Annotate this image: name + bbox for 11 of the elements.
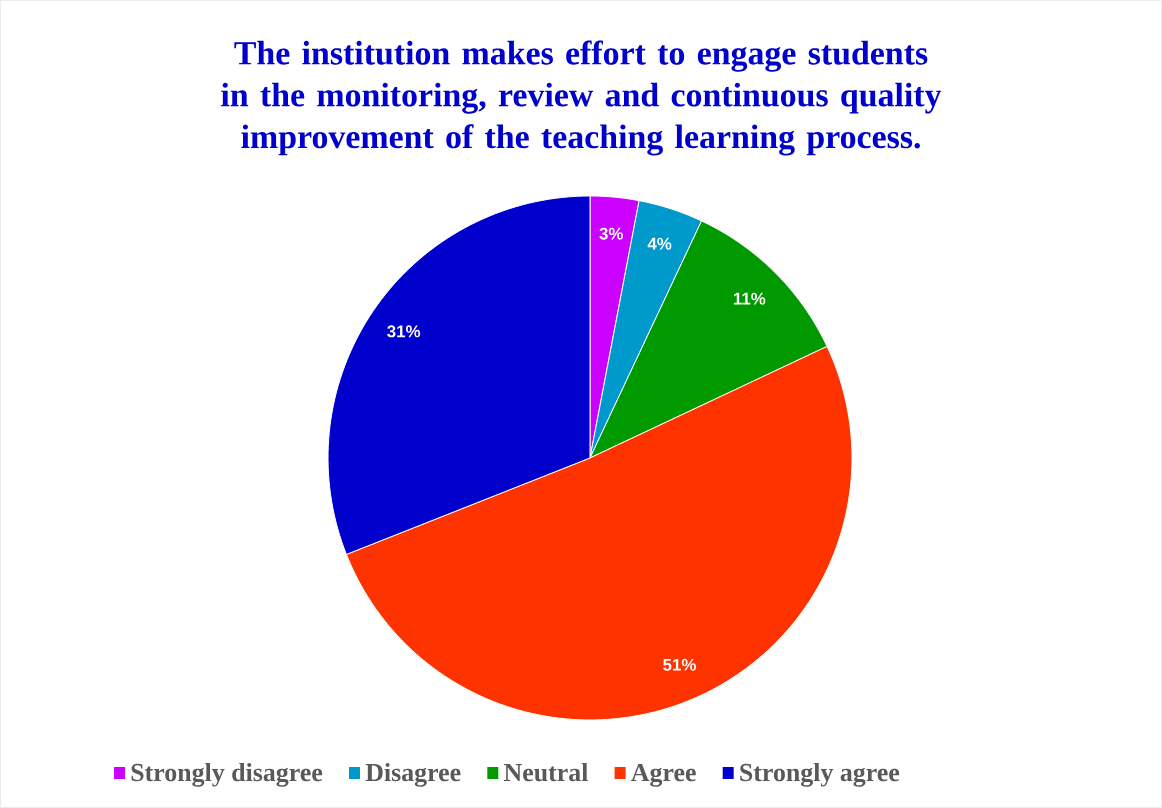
data-label: 4% [647,237,672,250]
legend-label: Neutral [504,763,588,782]
data-label: 3% [599,227,623,240]
data-label: 51% [663,658,696,671]
legend-label: Agree [631,763,696,787]
data-label: 31% [387,325,421,338]
chart-title: The institution makes effort to engage students in the monitoring, review and continuous quality improvement of the teaching learning process. [221,40,942,156]
legend-label: Strongly disagree [131,763,323,787]
data-label: 11% [733,292,766,305]
legend-label: Strongly agree [740,763,900,787]
legend-label: Disagree [365,763,461,787]
